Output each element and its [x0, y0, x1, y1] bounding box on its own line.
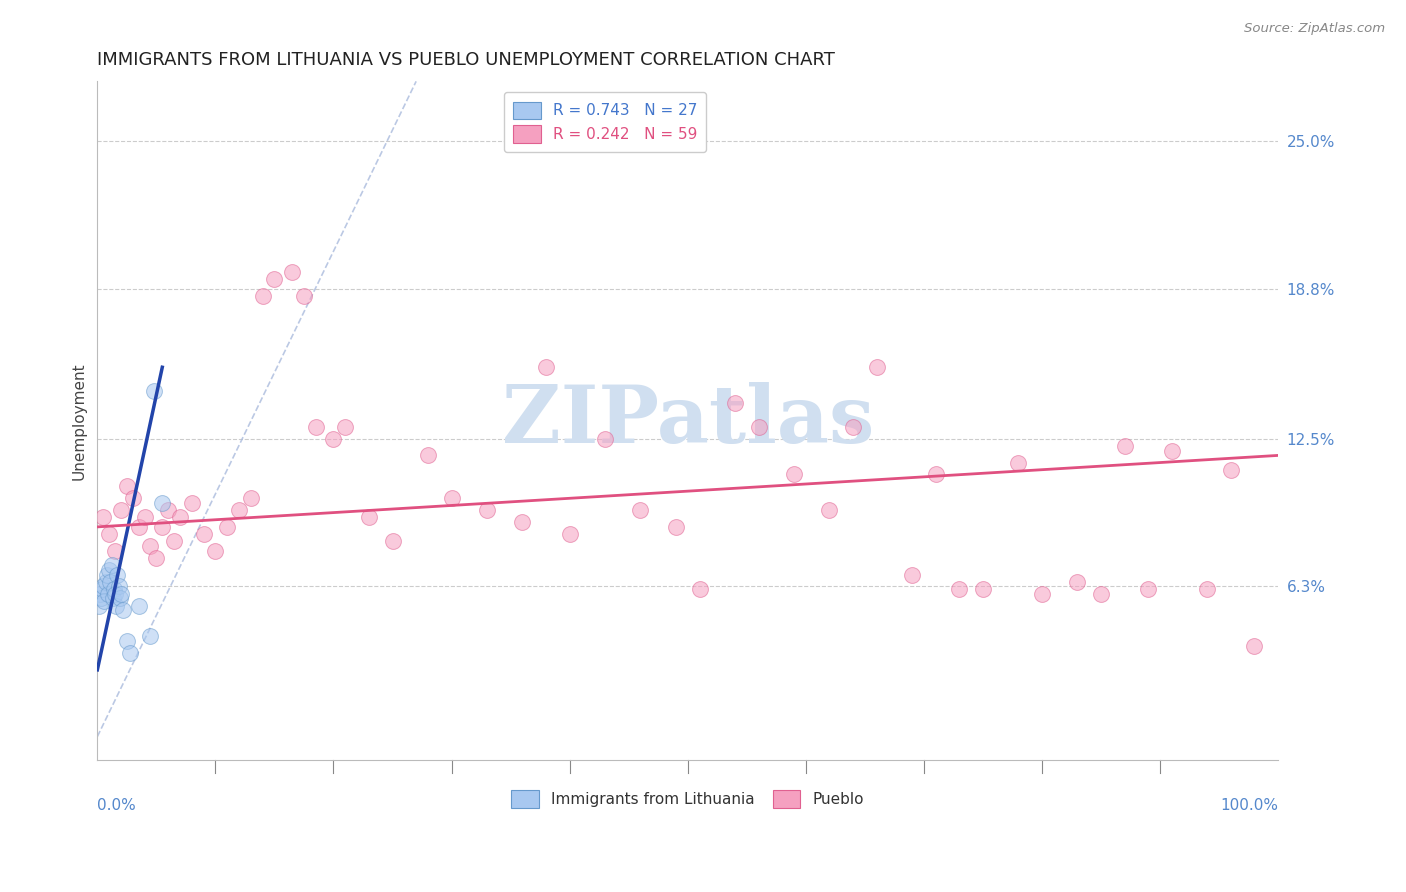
- Point: [180, 496, 202, 510]
- Point: [96, 567, 118, 582]
- Point: [204, 543, 226, 558]
- Point: [112, 603, 135, 617]
- Point: [150, 520, 173, 534]
- Point: [169, 510, 191, 524]
- Point: [263, 272, 285, 286]
- Point: [1197, 582, 1219, 596]
- Point: [104, 586, 127, 600]
- Point: [128, 520, 150, 534]
- Point: [239, 491, 262, 506]
- Point: [630, 503, 652, 517]
- Point: [228, 503, 250, 517]
- Point: [593, 432, 616, 446]
- Point: [972, 582, 994, 596]
- Point: [107, 579, 129, 593]
- Point: [91, 582, 114, 596]
- Point: [1219, 463, 1241, 477]
- Point: [98, 574, 121, 589]
- Point: [665, 520, 688, 534]
- Point: [90, 591, 112, 606]
- Point: [93, 593, 115, 607]
- Text: ZIPatlas: ZIPatlas: [502, 382, 873, 460]
- Legend: Immigrants from Lithuania, Pueblo: Immigrants from Lithuania, Pueblo: [505, 784, 870, 814]
- Point: [783, 467, 806, 482]
- Text: 100.0%: 100.0%: [1220, 797, 1278, 813]
- Point: [91, 510, 114, 524]
- Point: [98, 563, 121, 577]
- Point: [381, 534, 404, 549]
- Point: [103, 582, 125, 596]
- Point: [120, 646, 142, 660]
- Point: [748, 419, 770, 434]
- Point: [724, 396, 747, 410]
- Point: [139, 539, 162, 553]
- Point: [416, 449, 439, 463]
- Point: [357, 510, 380, 524]
- Point: [87, 599, 110, 613]
- Point: [1243, 639, 1265, 653]
- Point: [143, 384, 166, 398]
- Point: [558, 527, 581, 541]
- Point: [107, 567, 129, 582]
- Point: [110, 503, 132, 517]
- Point: [121, 491, 143, 506]
- Point: [193, 527, 215, 541]
- Point: [335, 419, 357, 434]
- Point: [475, 503, 498, 517]
- Point: [97, 586, 120, 600]
- Point: [292, 289, 315, 303]
- Point: [115, 479, 138, 493]
- Point: [901, 567, 924, 582]
- Point: [689, 582, 711, 596]
- Point: [512, 515, 534, 529]
- Point: [104, 543, 127, 558]
- Point: [101, 591, 124, 606]
- Point: [865, 360, 887, 375]
- Point: [157, 503, 180, 517]
- Point: [150, 496, 173, 510]
- Point: [1066, 574, 1088, 589]
- Point: [1114, 439, 1136, 453]
- Point: [100, 558, 122, 572]
- Point: [842, 419, 865, 434]
- Point: [281, 265, 304, 279]
- Point: [924, 467, 946, 482]
- Point: [91, 579, 114, 593]
- Point: [217, 520, 239, 534]
- Point: [94, 574, 117, 589]
- Point: [110, 586, 132, 600]
- Point: [948, 582, 970, 596]
- Text: Source: ZipAtlas.com: Source: ZipAtlas.com: [1244, 22, 1385, 36]
- Point: [1160, 443, 1182, 458]
- Point: [128, 599, 150, 613]
- Point: [1090, 586, 1112, 600]
- Point: [322, 432, 344, 446]
- Y-axis label: Unemployment: Unemployment: [72, 362, 86, 480]
- Point: [1137, 582, 1160, 596]
- Point: [89, 586, 111, 600]
- Point: [818, 503, 841, 517]
- Point: [1007, 456, 1029, 470]
- Point: [134, 510, 156, 524]
- Point: [115, 634, 138, 648]
- Point: [108, 591, 131, 606]
- Point: [145, 550, 167, 565]
- Point: [105, 599, 128, 613]
- Point: [305, 419, 328, 434]
- Point: [98, 527, 121, 541]
- Text: 0.0%: 0.0%: [97, 797, 136, 813]
- Point: [139, 630, 162, 644]
- Point: [534, 360, 557, 375]
- Point: [163, 534, 186, 549]
- Point: [440, 491, 463, 506]
- Text: IMMIGRANTS FROM LITHUANIA VS PUEBLO UNEMPLOYMENT CORRELATION CHART: IMMIGRANTS FROM LITHUANIA VS PUEBLO UNEM…: [97, 51, 835, 69]
- Point: [252, 289, 274, 303]
- Point: [1031, 586, 1053, 600]
